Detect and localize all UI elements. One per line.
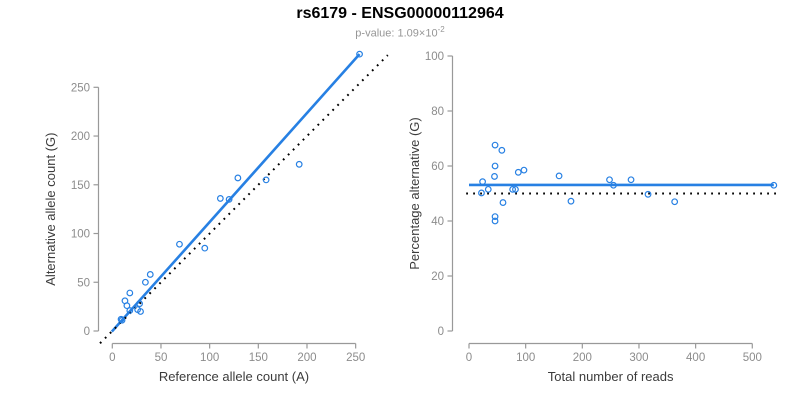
data-point <box>606 176 613 184</box>
x-tick-label: 200 <box>573 352 592 364</box>
x-tick-label: 0 <box>109 352 115 364</box>
y-tick-label: 100 <box>425 51 444 63</box>
right-scatter-plot: 0 20 40 60 80 100 0 100 200 300 400 500 Total number… <box>407 51 779 384</box>
data-point <box>201 244 209 252</box>
x-tick-label: 200 <box>297 352 316 364</box>
y-tick-label: 80 <box>431 106 444 118</box>
data-point <box>137 308 144 315</box>
data-point <box>295 160 303 168</box>
data-point <box>610 181 617 189</box>
y-axis-title: Alternative allele count (G) <box>43 133 58 286</box>
data-point <box>514 168 522 176</box>
pvalue-exponent: -2 <box>437 25 445 34</box>
data-point <box>509 185 517 193</box>
data-point <box>216 195 224 202</box>
chart-subtitle: p-value: 1.09×10-2 <box>0 25 800 40</box>
data-point <box>499 199 507 206</box>
data-point <box>644 190 652 198</box>
x-tick-label: 400 <box>686 352 705 364</box>
data-point <box>491 217 499 225</box>
y-tick-label: 60 <box>431 161 444 173</box>
data-point <box>136 300 143 308</box>
data-point <box>484 185 492 193</box>
data-point <box>356 50 363 58</box>
y-tick-label: 50 <box>77 277 90 289</box>
data-point <box>225 196 233 203</box>
data-point <box>141 278 149 286</box>
pvalue-text: p-value: 1.09×10 <box>355 27 438 40</box>
data-point <box>567 197 575 205</box>
data-point <box>491 141 499 149</box>
chart-title: rs6179 - ENSG00000112964 <box>296 5 504 22</box>
data-point <box>262 176 270 184</box>
data-point <box>123 302 131 310</box>
y-tick-label: 20 <box>431 271 444 283</box>
x-tick-label: 50 <box>155 352 168 364</box>
y-tick-label: 200 <box>71 131 90 143</box>
data-point <box>512 185 519 193</box>
data-point <box>479 178 486 186</box>
data-point <box>234 174 242 182</box>
fit-line <box>110 53 361 333</box>
x-tick-label: 500 <box>743 352 762 364</box>
x-axis-title: Total number of reads <box>548 369 674 384</box>
x-tick-label: 150 <box>249 352 268 364</box>
x-tick-label: 100 <box>200 352 219 364</box>
data-point <box>118 316 126 324</box>
y-tick-label: 150 <box>71 180 90 192</box>
data-point <box>146 271 154 278</box>
data-point <box>491 173 498 180</box>
data-point <box>491 162 499 170</box>
y-tick-label: 40 <box>431 216 444 228</box>
x-axis-title: Reference allele count (A) <box>159 369 309 384</box>
identity-line <box>99 54 389 344</box>
y-tick-label: 0 <box>84 326 90 338</box>
data-point <box>176 240 183 248</box>
data-point <box>520 166 528 174</box>
x-tick-label: 300 <box>629 352 648 364</box>
y-tick-label: 0 <box>438 326 444 338</box>
data-point <box>478 189 485 197</box>
x-tick-label: 100 <box>516 352 535 364</box>
x-tick-label: 0 <box>466 352 472 364</box>
x-tick-label: 250 <box>346 352 365 364</box>
data-point <box>126 307 134 314</box>
data-point <box>671 198 679 206</box>
y-tick-label: 250 <box>71 82 90 94</box>
data-point <box>555 172 563 180</box>
data-point <box>491 213 499 221</box>
left-scatter-plot: 0 50 100 150 200 250 0 50 100 150 200 250 Reference … <box>43 50 389 384</box>
data-point <box>498 146 506 154</box>
data-point <box>627 176 635 184</box>
y-axis-title: Percentage alternative (G) <box>407 117 422 269</box>
y-tick-label: 100 <box>71 229 90 241</box>
data-point <box>126 289 134 297</box>
data-point <box>770 181 778 189</box>
data-point <box>117 315 125 323</box>
